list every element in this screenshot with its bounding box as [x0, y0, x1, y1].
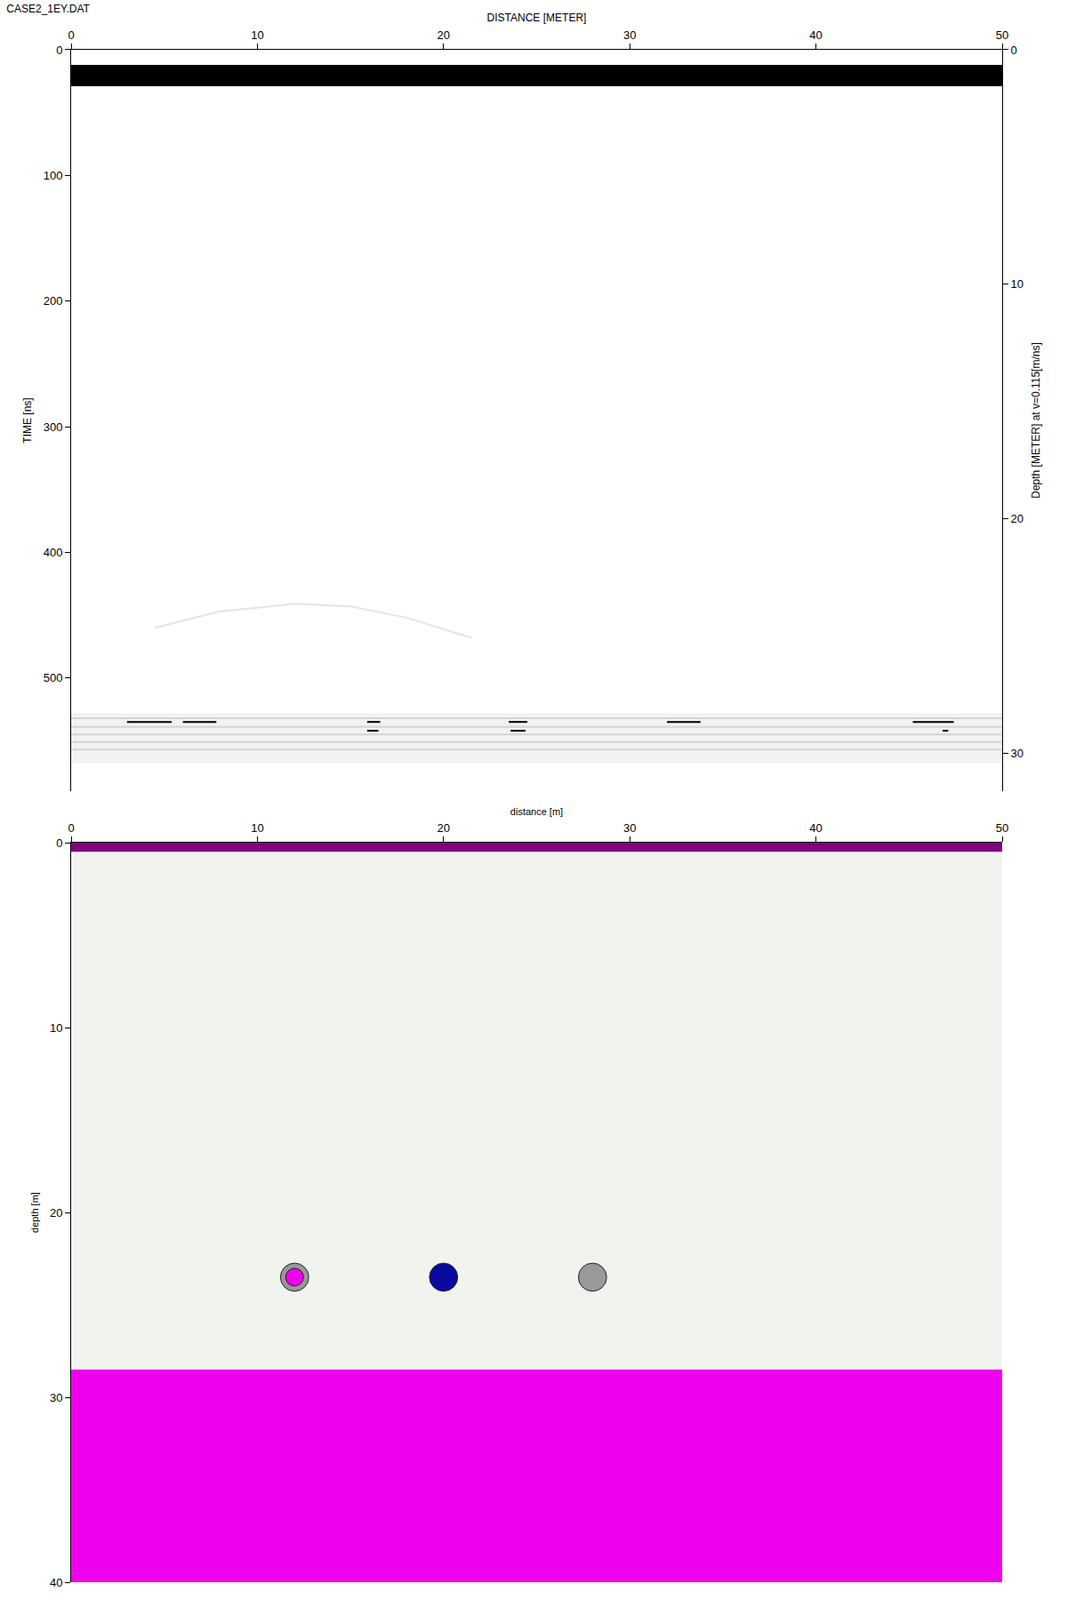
svg-text:TIME [ns]: TIME [ns]	[21, 397, 34, 443]
svg-text:CASE2_1EY.DAT: CASE2_1EY.DAT	[6, 2, 90, 16]
svg-text:20: 20	[437, 28, 450, 42]
svg-text:10: 10	[1011, 277, 1024, 291]
svg-text:30: 30	[623, 28, 636, 42]
svg-text:DISTANCE [METER]: DISTANCE [METER]	[487, 11, 587, 25]
svg-text:20: 20	[49, 1206, 63, 1221]
svg-text:10: 10	[250, 821, 264, 836]
svg-text:40: 40	[809, 28, 822, 42]
svg-text:30: 30	[1011, 746, 1024, 761]
svg-text:20: 20	[437, 821, 450, 836]
svg-text:distance [m]: distance [m]	[510, 806, 563, 818]
svg-text:400: 400	[43, 546, 64, 560]
svg-text:0: 0	[56, 836, 63, 851]
svg-text:depth [m]: depth [m]	[29, 1192, 41, 1234]
svg-text:10: 10	[49, 1021, 63, 1036]
svg-text:30: 30	[623, 821, 636, 836]
svg-text:50: 50	[995, 28, 1009, 42]
svg-text:40: 40	[809, 821, 822, 836]
svg-text:20: 20	[1011, 512, 1024, 526]
svg-text:0: 0	[1011, 43, 1018, 57]
svg-text:Depth [METER] at v=0.115[m/ns]: Depth [METER] at v=0.115[m/ns]	[1029, 342, 1043, 499]
svg-text:100: 100	[43, 168, 64, 183]
svg-text:0: 0	[67, 28, 74, 42]
svg-text:30: 30	[49, 1391, 63, 1406]
svg-text:0: 0	[67, 821, 74, 836]
svg-text:40: 40	[49, 1576, 63, 1590]
svg-text:10: 10	[250, 28, 264, 42]
svg-text:200: 200	[43, 294, 64, 308]
svg-text:0: 0	[56, 43, 63, 57]
svg-text:50: 50	[995, 821, 1009, 836]
svg-text:500: 500	[43, 671, 64, 685]
svg-text:300: 300	[43, 420, 64, 434]
